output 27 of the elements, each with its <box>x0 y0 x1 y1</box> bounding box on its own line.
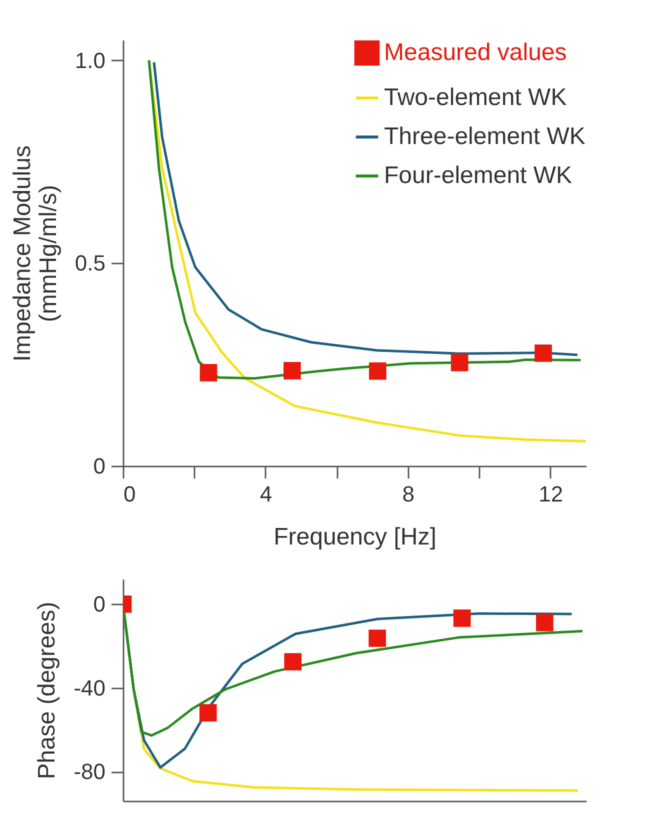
point <box>199 704 217 722</box>
point <box>536 614 554 632</box>
point <box>450 354 468 372</box>
y-tick-label: 0.5 <box>74 250 106 276</box>
x-axis-title: Frequency [Hz] <box>274 524 436 550</box>
legend-label: Four-element WK <box>384 162 572 189</box>
y-tick-label: 1.0 <box>74 48 106 73</box>
point <box>368 630 386 647</box>
legend-label: Two-element WK <box>384 84 567 111</box>
x-tick-label: 8 <box>402 482 415 506</box>
y-tick-label: -80 <box>74 759 106 784</box>
point <box>284 653 302 670</box>
point <box>368 362 386 380</box>
y-tick-label: 0 <box>93 592 106 617</box>
y-axis-title: Impedance Modulus (mmHg/ml/s) <box>8 145 62 362</box>
point <box>200 364 218 382</box>
x-tick-label: 4 <box>260 482 272 506</box>
y-tick-label: -40 <box>74 675 106 700</box>
legend-label: Three-element WK <box>384 123 586 150</box>
x-tick-label: 12 <box>538 482 564 506</box>
point <box>534 344 552 362</box>
legend-label: Measured values <box>384 39 567 66</box>
y-axis-title: Phase (degrees) <box>34 602 61 780</box>
point <box>284 362 301 380</box>
y-tick-label: 0 <box>93 454 106 478</box>
x-tick-label: 0 <box>124 482 136 506</box>
point <box>453 610 471 627</box>
